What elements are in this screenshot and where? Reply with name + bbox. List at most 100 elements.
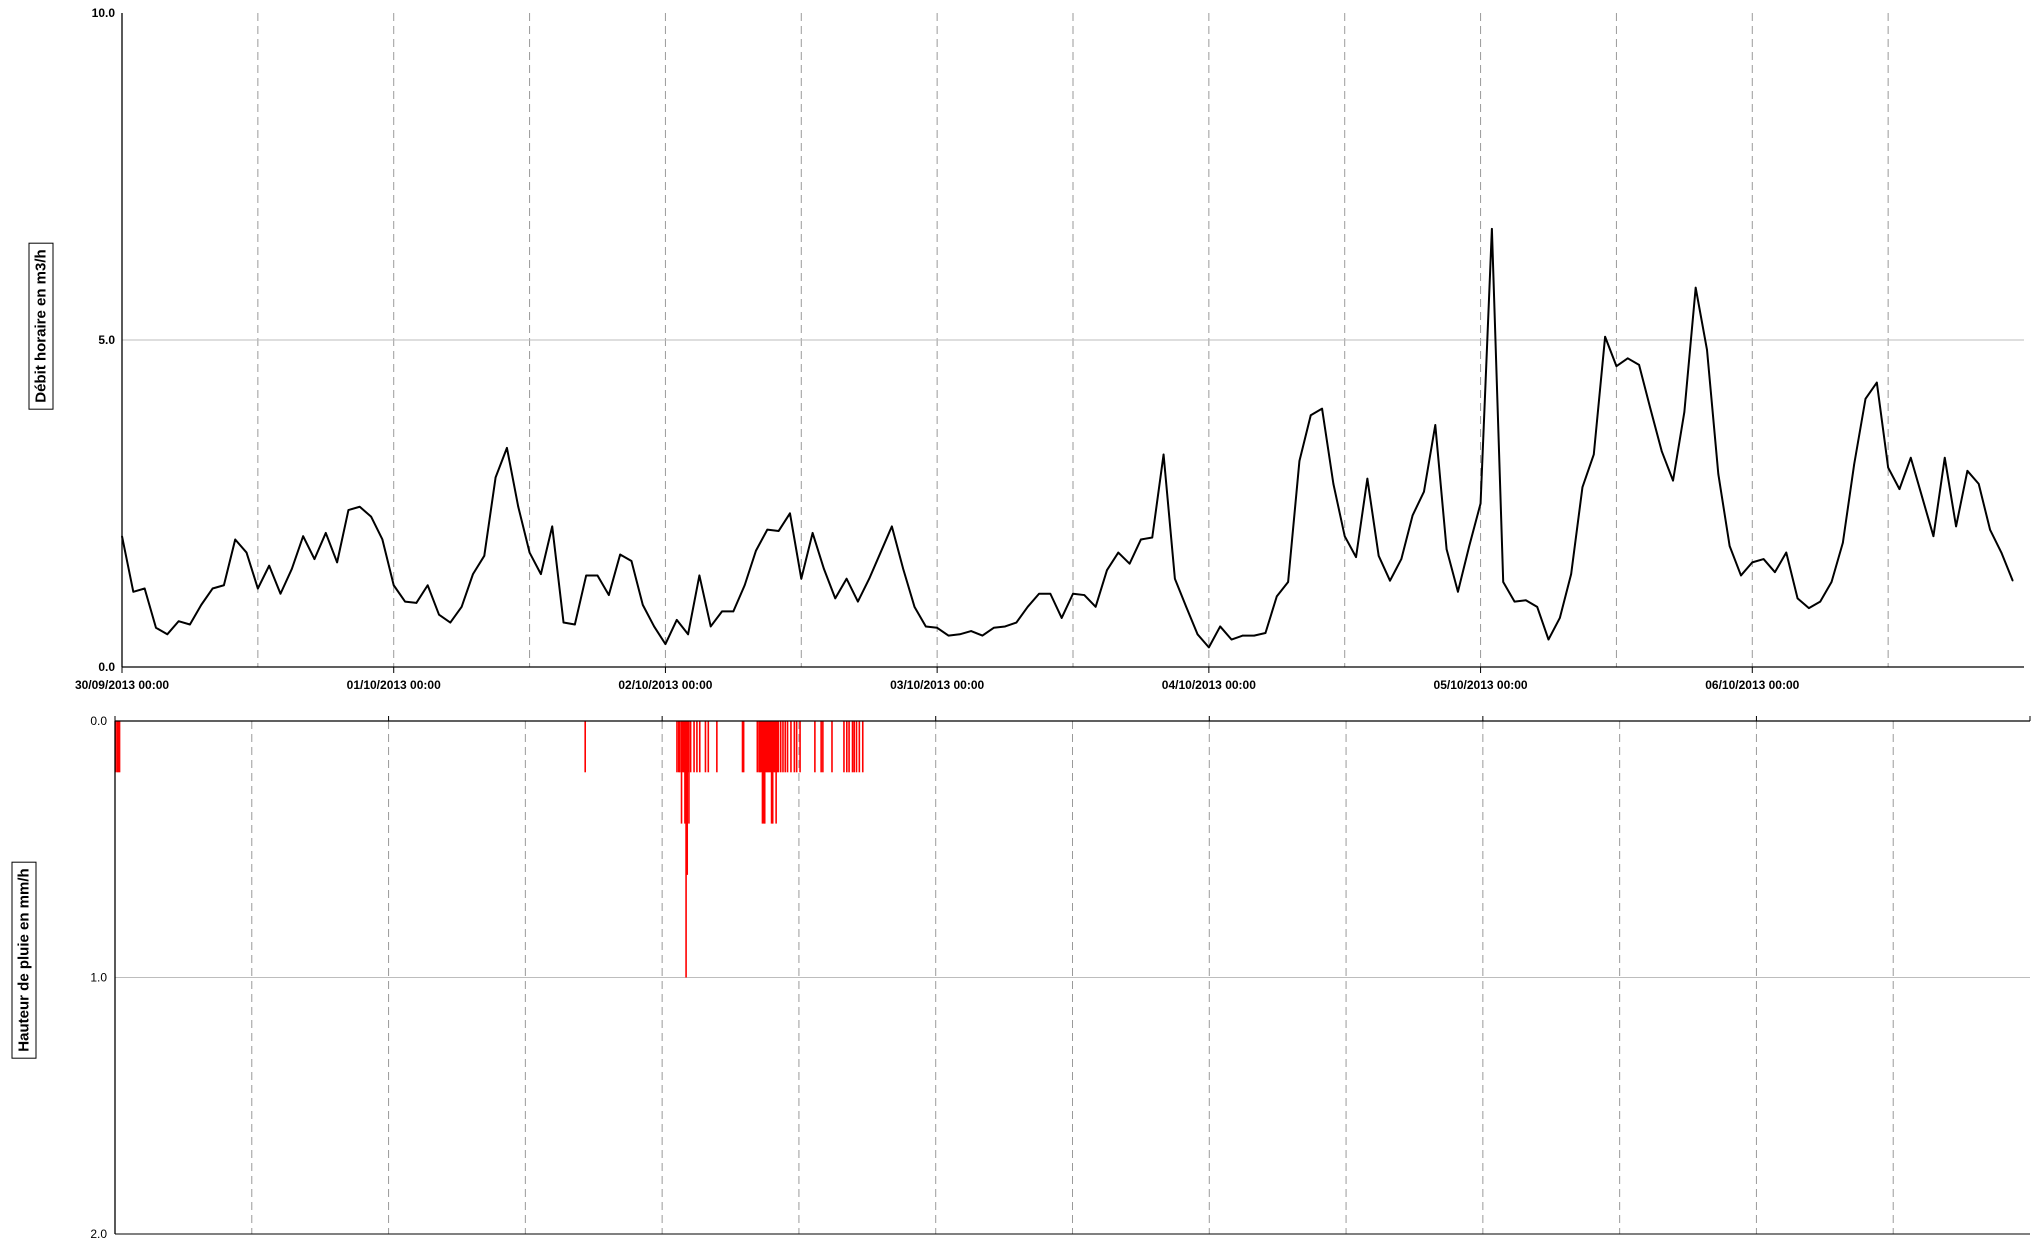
flow-data-point bbox=[143, 587, 146, 590]
flow-data-point bbox=[1536, 606, 1538, 608]
flow-data-point bbox=[313, 558, 316, 560]
flow-data-point bbox=[1264, 632, 1267, 634]
flow-data-point bbox=[1208, 646, 1210, 649]
flow-data-point bbox=[438, 613, 440, 616]
flow-data-point bbox=[1966, 470, 1969, 472]
flow-data-point bbox=[823, 568, 825, 570]
flow-x-tick-label: 05/10/2013 00:00 bbox=[1434, 678, 1528, 692]
flow-data-point bbox=[1366, 477, 1369, 480]
flow-data-point bbox=[483, 555, 486, 557]
flow-y-tick-label: 10.0 bbox=[92, 6, 116, 20]
flow-data-point bbox=[1072, 592, 1074, 595]
flow-data-point bbox=[834, 597, 837, 600]
flow-data-point bbox=[1932, 535, 1935, 537]
flow-data-point bbox=[1309, 414, 1312, 417]
flow-data-point bbox=[506, 447, 508, 449]
flow-data-point bbox=[1004, 625, 1006, 628]
flow-data-point bbox=[1955, 525, 1957, 528]
flow-data-point bbox=[958, 633, 961, 636]
flow-data-point bbox=[177, 620, 180, 623]
flow-data-point bbox=[211, 587, 214, 590]
flow-data-point bbox=[1196, 633, 1199, 636]
flow-data-point bbox=[1162, 453, 1165, 456]
flow-data-point bbox=[1502, 581, 1505, 583]
flow-x-tick-label: 01/10/2013 00:00 bbox=[347, 678, 441, 692]
flow-data-point bbox=[766, 528, 769, 531]
flow-data-point bbox=[1355, 556, 1357, 558]
flow-data-point bbox=[1830, 581, 1833, 583]
flow-data-point bbox=[664, 643, 667, 645]
flow-data-point bbox=[257, 587, 259, 590]
flow-y-axis-label: Débit horaire en m3/h bbox=[28, 242, 54, 410]
flow-data-point bbox=[1242, 634, 1244, 637]
flow-data-point bbox=[1728, 545, 1731, 547]
flow-data-point bbox=[1094, 606, 1097, 608]
flow-data-point bbox=[698, 574, 701, 577]
flow-data-point bbox=[517, 505, 520, 508]
flow-data-point bbox=[811, 532, 814, 534]
rain-y-axis-label: Hauteur de pluie en mm/h bbox=[11, 861, 37, 1059]
flow-data-point bbox=[1389, 579, 1391, 582]
flow-data-point bbox=[121, 535, 123, 537]
flow-data-point bbox=[1411, 514, 1414, 517]
flow-data-point bbox=[1887, 466, 1889, 469]
flow-data-point bbox=[1989, 528, 1991, 531]
flow-data-point bbox=[1570, 573, 1572, 575]
flow-data-point bbox=[1253, 634, 1255, 637]
flow-data-point bbox=[1049, 592, 1052, 595]
flow-x-tick-label: 04/10/2013 00:00 bbox=[1162, 678, 1256, 692]
flow-data-point bbox=[1819, 600, 1822, 603]
flow-data-point bbox=[1083, 594, 1086, 596]
flow-data-point bbox=[223, 584, 225, 587]
flow-data-point bbox=[279, 592, 282, 595]
flow-data-point bbox=[1943, 456, 1946, 459]
flow-data-point bbox=[721, 610, 723, 613]
flow-data-point bbox=[1117, 551, 1120, 554]
flow-data-point bbox=[800, 577, 803, 580]
flow-x-tick-label: 02/10/2013 00:00 bbox=[618, 678, 712, 692]
flow-data-point bbox=[1479, 502, 1482, 505]
flow-data-point bbox=[1592, 453, 1595, 456]
flow-data-point bbox=[1559, 617, 1561, 619]
flow-data-point bbox=[494, 476, 497, 479]
rain-y-tick-label: 2.0 bbox=[90, 1227, 107, 1241]
flow-data-point bbox=[1015, 621, 1018, 624]
flow-data-point bbox=[1445, 548, 1448, 551]
flow-data-point bbox=[1876, 381, 1878, 384]
flow-data-point bbox=[1977, 483, 1980, 485]
flow-data-point bbox=[585, 574, 587, 577]
flow-data-point bbox=[2011, 579, 2014, 582]
flow-data-point bbox=[1672, 479, 1674, 482]
flow-data-point bbox=[675, 619, 678, 621]
flow-data-point bbox=[913, 606, 916, 608]
flow-data-point bbox=[1808, 607, 1810, 609]
flow-data-point bbox=[472, 573, 474, 575]
flow-data-point bbox=[1921, 496, 1923, 498]
flow-data-point bbox=[1038, 592, 1040, 595]
flow-data-point bbox=[336, 561, 338, 564]
flow-data-point bbox=[155, 626, 157, 629]
flow-data-point bbox=[1457, 590, 1459, 593]
flow-data-point bbox=[324, 532, 327, 534]
flow-data-point bbox=[1525, 599, 1527, 602]
flow-data-point bbox=[415, 602, 418, 604]
flow-data-point bbox=[1026, 606, 1029, 608]
flow-data-point bbox=[1151, 536, 1154, 539]
flow-data-point bbox=[200, 604, 203, 606]
flow-data-point bbox=[166, 633, 169, 636]
flow-data-point bbox=[687, 633, 689, 636]
flow-data-point bbox=[189, 623, 191, 626]
flow-data-point bbox=[1106, 569, 1108, 572]
flow-data-point bbox=[1219, 625, 1221, 628]
flow-data-point bbox=[1128, 562, 1131, 565]
flow-data-point bbox=[1909, 456, 1912, 459]
flow-data-point bbox=[1298, 460, 1301, 462]
flow-data-point bbox=[630, 560, 633, 562]
flow-data-point bbox=[596, 574, 599, 577]
flow-data-point bbox=[1796, 597, 1799, 600]
flow-data-point bbox=[1185, 606, 1188, 608]
flow-data-point bbox=[1275, 595, 1278, 598]
flow-y-tick-label: 0.0 bbox=[98, 660, 115, 674]
flow-data-point bbox=[777, 530, 780, 532]
